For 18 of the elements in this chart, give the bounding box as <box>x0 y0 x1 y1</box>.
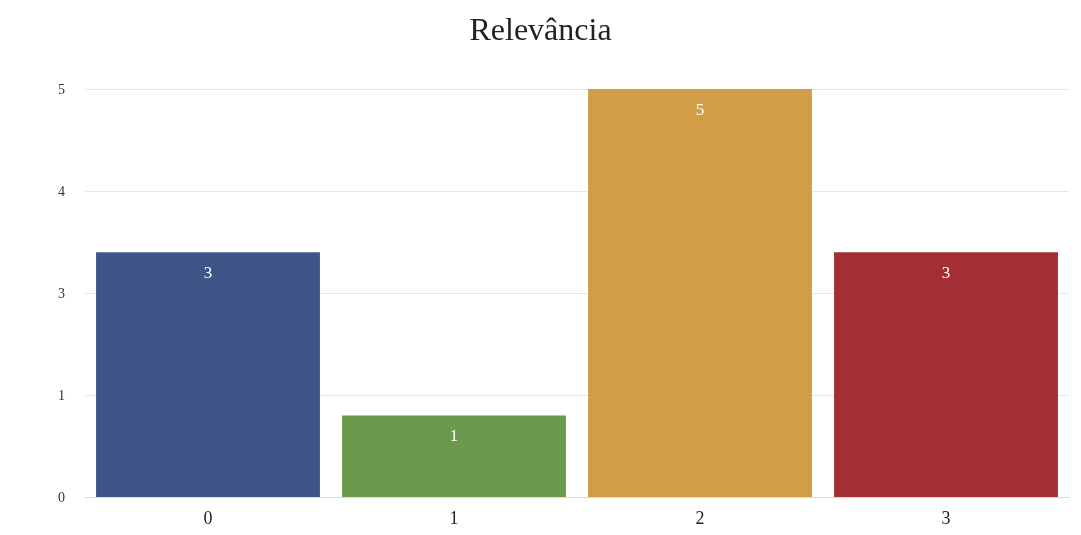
y-tick-label: 5 <box>58 81 65 97</box>
data-label: 3 <box>941 263 951 283</box>
bar <box>834 252 1058 497</box>
x-tick-label: 3 <box>941 508 951 528</box>
data-label: 1 <box>449 426 459 446</box>
bar <box>96 252 320 497</box>
y-tick-label: 1 <box>58 387 65 403</box>
y-tick-label: 3 <box>58 285 65 301</box>
data-label: 3 <box>203 263 213 283</box>
x-tick-label: 1 <box>449 508 459 528</box>
bar <box>342 415 566 497</box>
chart-title: Relevância <box>469 11 612 47</box>
y-tick-label: 4 <box>58 183 65 199</box>
y-tick-label: 0 <box>58 489 65 505</box>
data-label: 5 <box>695 100 705 119</box>
x-tick-label: 0 <box>203 508 213 528</box>
x-tick-label: 2 <box>695 508 705 528</box>
bar <box>588 89 812 497</box>
